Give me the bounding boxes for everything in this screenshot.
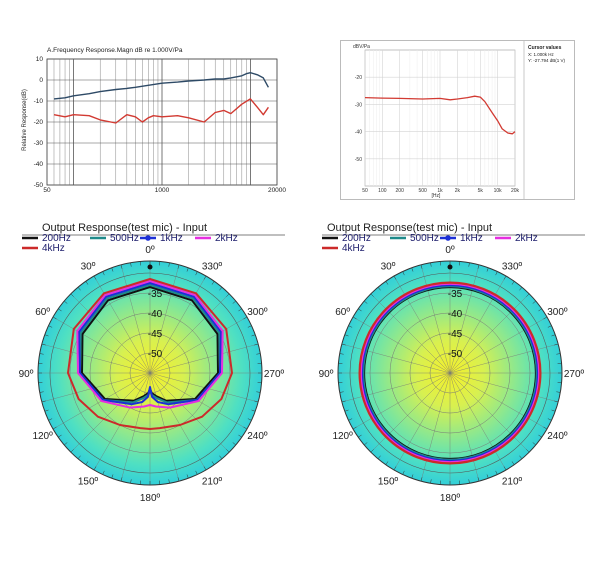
sw-xtick-label: 1k: [437, 188, 443, 194]
polar-angle-label: 330º: [502, 262, 523, 273]
polar-radial-label: -45: [448, 329, 463, 340]
polar-angle-label: 330º: [202, 262, 223, 273]
polar-angle-label: 0º: [145, 245, 155, 256]
polar-radial-label: -50: [148, 349, 163, 360]
polar-radial-label: -45: [148, 329, 163, 340]
polar-angle-label: 150º: [78, 476, 99, 487]
cursor-title: Cursor values: [528, 45, 562, 51]
polar-angle-label: 0º: [445, 245, 455, 256]
polar-angle-label: 300º: [547, 307, 568, 318]
polar-angle-label: 240º: [547, 431, 568, 442]
legend-label: 1kHz: [460, 233, 483, 244]
cursor-y: Y: -27.794 dB(1 V): [528, 58, 566, 63]
fr-ytick-label: -10: [34, 98, 44, 105]
polar-radial-label: -40: [148, 309, 163, 320]
legend-label: 4kHz: [42, 243, 65, 254]
fr-ytick-label: 0: [39, 77, 43, 84]
polar-angle-label: 150º: [378, 476, 399, 487]
sw-xtick-label: 200: [396, 188, 405, 194]
polar-angle-label: 210º: [202, 476, 223, 487]
polar-angle-label: 60º: [35, 307, 50, 318]
legend-label: 500Hz: [110, 233, 139, 244]
fr-ytick-label: -30: [34, 140, 44, 147]
polar-angle-label: 90º: [319, 369, 334, 380]
polar-angle-label: 270º: [264, 369, 285, 380]
sw-unit-label: dBV/Pa: [353, 44, 370, 50]
legend-marker: [445, 235, 451, 241]
fr-ytick-label: -50: [34, 182, 44, 189]
sw-ytick-label: -40: [355, 130, 362, 136]
frequency-response-chart: A.Frequency Response.Magn dB re 1.000V/P…: [0, 0, 330, 200]
polar-angle-label: 90º: [19, 369, 34, 380]
sw-xtick-label: 100: [378, 188, 387, 194]
polar-top-marker: [148, 265, 153, 270]
polar-angle-label: 240º: [247, 431, 268, 442]
fr-xtick-label: 20000: [268, 187, 286, 194]
polar-angle-label: 180º: [440, 493, 461, 504]
polar-radial-label: -35: [448, 289, 463, 300]
legend-label: 500Hz: [410, 233, 439, 244]
sw-ytick-label: -20: [355, 75, 362, 81]
polar-angle-label: 300º: [247, 307, 268, 318]
sw-xtick-label: 500: [418, 188, 427, 194]
polar-top-marker: [448, 265, 453, 270]
polar-angle-label: 210º: [502, 476, 523, 487]
polar-angle-label: 30º: [81, 262, 96, 273]
polar-angle-label: 180º: [140, 493, 161, 504]
sw-xtick-label: 10k: [494, 188, 503, 194]
legend-label: 1kHz: [160, 233, 183, 244]
frequency-response-svg: A.Frequency Response.Magn dB re 1.000V/P…: [0, 0, 330, 200]
fr-xtick-label: 1000: [155, 187, 170, 194]
polar-radial-label: -35: [148, 289, 163, 300]
polar-angle-label: 60º: [335, 307, 350, 318]
sw-xtick-label: 2k: [455, 188, 461, 194]
sw-ytick-label: -50: [355, 157, 362, 163]
cursor-x: X: 1.000k Hz: [528, 52, 555, 57]
fr-title: A.Frequency Response.Magn dB re 1.000V/P…: [47, 47, 183, 54]
sw-xtick-label: 20k: [511, 188, 520, 194]
legend-marker: [145, 235, 151, 241]
polar-angle-label: 270º: [564, 369, 585, 380]
sw-xtick-label: 50: [362, 188, 368, 194]
fr-ytick-label: -40: [34, 161, 44, 168]
legend-label: 2kHz: [215, 233, 238, 244]
fr-ytick-label: -20: [34, 119, 44, 126]
sw-xtick-label: 5k: [478, 188, 484, 194]
polar-radial-label: -40: [448, 309, 463, 320]
polar-angle-label: 30º: [381, 262, 396, 273]
sw-ytick-label: -30: [355, 102, 362, 108]
sensitivity-chart: dBV/Pa [Hz] Cursor values X: 1.000k Hz Y…: [340, 40, 580, 200]
legend-label: 4kHz: [342, 243, 365, 254]
fr-xtick-label: 50: [43, 187, 51, 194]
fr-ytick-label: 10: [36, 56, 44, 63]
polar-radial-label: -50: [448, 349, 463, 360]
sensitivity-svg: dBV/Pa [Hz] Cursor values X: 1.000k Hz Y…: [340, 40, 580, 200]
fr-ylabel: Relative Response(dB): [22, 89, 28, 151]
legend-label: 2kHz: [515, 233, 538, 244]
polar-angle-label: 120º: [332, 431, 353, 442]
polar-angle-label: 120º: [32, 431, 53, 442]
